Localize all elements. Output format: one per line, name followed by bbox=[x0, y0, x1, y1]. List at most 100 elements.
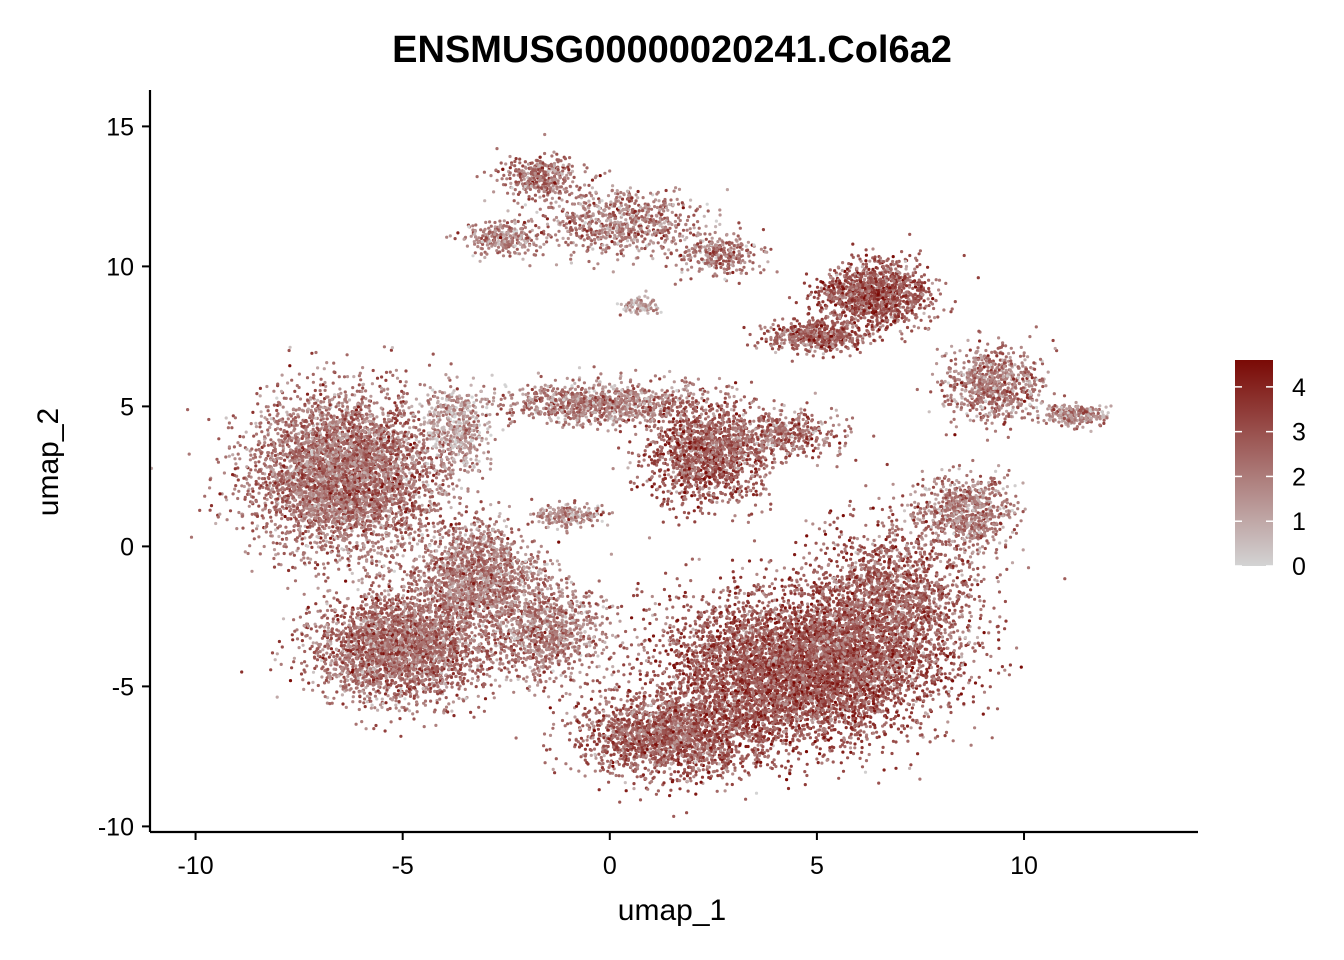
cell-point bbox=[373, 445, 376, 448]
cell-point bbox=[314, 456, 317, 459]
cell-point bbox=[300, 455, 303, 458]
cell-point bbox=[331, 466, 334, 469]
cell-point bbox=[399, 445, 402, 448]
cell-point bbox=[273, 464, 276, 467]
cell-point bbox=[399, 431, 402, 434]
cell-point bbox=[301, 459, 304, 462]
cell-point bbox=[328, 435, 331, 438]
cell-point bbox=[303, 442, 306, 445]
cell-point bbox=[368, 420, 371, 423]
cell-point bbox=[399, 442, 402, 445]
cell-point bbox=[389, 510, 392, 513]
cell-point bbox=[265, 494, 268, 497]
cell-point bbox=[263, 435, 266, 438]
cell-point bbox=[373, 500, 376, 503]
cell-point bbox=[365, 503, 368, 506]
cell-point bbox=[326, 514, 329, 517]
cell-point bbox=[348, 519, 351, 522]
cell-point bbox=[389, 489, 392, 492]
cell-point bbox=[324, 544, 327, 547]
cell-point bbox=[338, 432, 341, 435]
cell-point bbox=[386, 450, 389, 453]
cell-point bbox=[427, 522, 430, 525]
cell-point bbox=[376, 377, 379, 380]
cell-point bbox=[267, 409, 270, 412]
cell-point bbox=[401, 483, 404, 486]
cell-point bbox=[415, 398, 418, 401]
cell-point bbox=[402, 444, 405, 447]
cell-point bbox=[452, 714, 455, 717]
cell-point bbox=[335, 591, 338, 594]
cell-point bbox=[403, 459, 406, 462]
cell-point bbox=[207, 418, 210, 421]
cell-point bbox=[263, 545, 266, 548]
cell-point bbox=[382, 427, 385, 430]
cell-point bbox=[229, 509, 232, 512]
cell-point bbox=[378, 427, 381, 430]
cell-point bbox=[349, 555, 352, 558]
cell-point bbox=[353, 406, 356, 409]
cell-point bbox=[308, 447, 311, 450]
cell-point bbox=[254, 464, 257, 467]
cell-point bbox=[240, 484, 243, 487]
cell-point bbox=[281, 505, 284, 508]
cell-point bbox=[289, 508, 292, 511]
cell-point bbox=[370, 595, 373, 598]
cell-point bbox=[301, 537, 304, 540]
cell-point bbox=[325, 433, 328, 436]
cell-point bbox=[250, 422, 253, 425]
cell-point bbox=[421, 475, 424, 478]
cell-point bbox=[422, 559, 425, 562]
cell-point bbox=[418, 555, 421, 558]
cell-point bbox=[287, 501, 290, 504]
cell-point bbox=[274, 428, 277, 431]
cell-point bbox=[345, 545, 348, 548]
cell-point bbox=[418, 496, 421, 499]
cell-point bbox=[331, 476, 334, 479]
cell-point bbox=[215, 458, 218, 461]
cell-point bbox=[323, 527, 326, 530]
cell-point bbox=[334, 523, 337, 526]
cell-point bbox=[363, 436, 366, 439]
cell-point bbox=[365, 486, 368, 489]
cell-point bbox=[264, 504, 267, 507]
cell-point bbox=[401, 486, 404, 489]
cell-point bbox=[411, 504, 414, 507]
cell-point bbox=[364, 555, 367, 558]
cell-point bbox=[293, 390, 296, 393]
cell-point bbox=[382, 389, 385, 392]
cell-point bbox=[323, 381, 326, 384]
cell-point bbox=[319, 393, 322, 396]
cell-point bbox=[361, 401, 364, 404]
cell-point bbox=[354, 499, 357, 502]
cell-point bbox=[276, 478, 279, 481]
cell-point bbox=[322, 510, 325, 513]
cell-point bbox=[382, 413, 385, 416]
cell-point bbox=[396, 542, 399, 545]
cell-point bbox=[319, 383, 322, 386]
cell-point bbox=[236, 441, 239, 444]
cell-point bbox=[351, 511, 354, 514]
cell-point bbox=[294, 421, 297, 424]
cell-point bbox=[369, 415, 372, 418]
cell-point bbox=[483, 710, 486, 713]
cell-point bbox=[244, 496, 247, 499]
cell-point bbox=[312, 373, 315, 376]
cell-point bbox=[248, 505, 251, 508]
cell-point bbox=[362, 396, 365, 399]
cell-point bbox=[426, 484, 429, 487]
cell-point bbox=[389, 525, 392, 528]
cell-point bbox=[398, 412, 401, 415]
cell-point bbox=[391, 440, 394, 443]
cell-point bbox=[314, 417, 317, 420]
cell-point bbox=[348, 453, 351, 456]
cell-point bbox=[373, 453, 376, 456]
cell-point bbox=[410, 435, 413, 438]
cell-point bbox=[322, 417, 325, 420]
cell-point bbox=[393, 401, 396, 404]
cell-point bbox=[281, 538, 284, 541]
cell-point bbox=[376, 502, 379, 505]
cell-point bbox=[268, 465, 271, 468]
cell-point bbox=[284, 532, 287, 535]
cell-point bbox=[345, 436, 348, 439]
